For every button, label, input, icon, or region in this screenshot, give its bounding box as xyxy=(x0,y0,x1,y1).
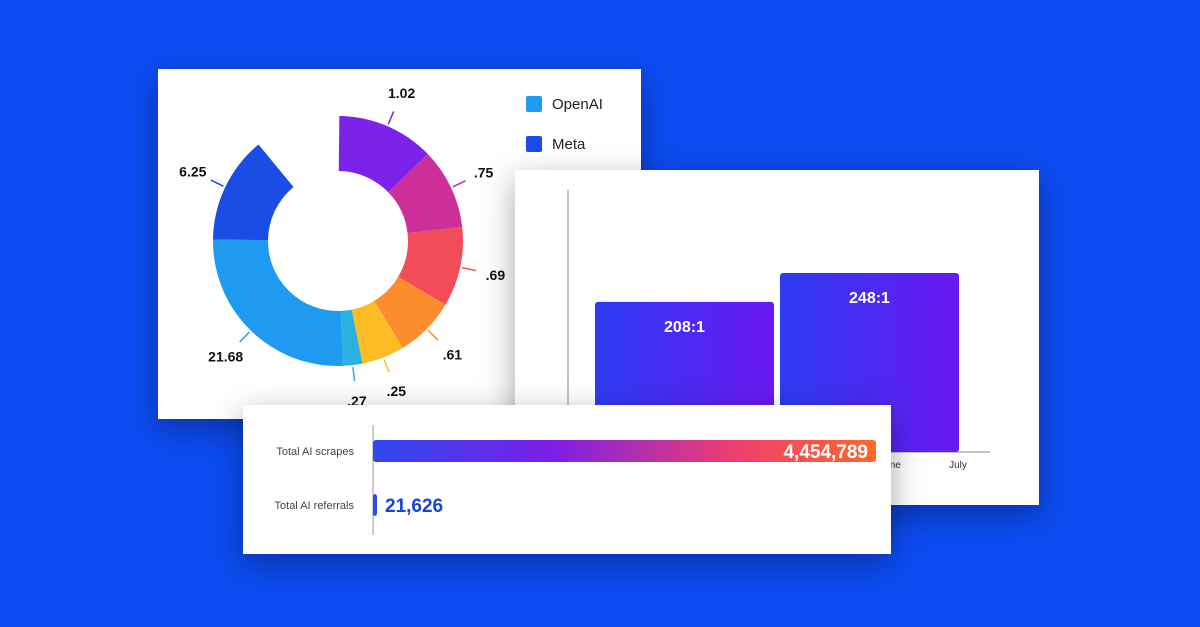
horizontal-bar-chart: Total AI scrapes 4,454,789 Total AI referr… xyxy=(275,425,876,535)
legend-swatch xyxy=(526,136,542,152)
legend-swatch xyxy=(526,96,542,112)
donut-chart: 1.02 .75 .69 .61 .25 .27 21.68 6.25 OpenAI Meta xyxy=(179,85,603,409)
slice-leader-line xyxy=(383,359,390,373)
donut-slice xyxy=(338,116,428,193)
donut-slice xyxy=(351,300,403,364)
donut-slice xyxy=(398,226,464,305)
donut-slice xyxy=(374,276,446,348)
slice-value-label: .75 xyxy=(474,164,494,180)
slice-leader-line xyxy=(239,331,250,343)
row-label: Total AI referrals xyxy=(275,500,355,512)
horizontal-bar xyxy=(373,494,377,516)
x-tick-label: July xyxy=(949,460,967,471)
slice-value-label: .27 xyxy=(347,393,367,409)
slice-leader-line xyxy=(387,111,395,125)
bar-value-label: 248:1 xyxy=(849,290,890,307)
slice-value-label: 1.02 xyxy=(388,85,415,101)
legend-label: Meta xyxy=(552,136,586,153)
legend-label: OpenAI xyxy=(552,96,603,113)
slice-value-label: .25 xyxy=(387,383,407,399)
slice-value-label: .61 xyxy=(443,346,463,362)
slice-value-label: .69 xyxy=(486,267,506,283)
donut-slice xyxy=(213,144,294,241)
slice-value-label: 6.25 xyxy=(179,163,206,179)
slice-leader-line xyxy=(452,180,466,188)
slice-value-label: 21.68 xyxy=(208,348,243,364)
slice-leader-line xyxy=(427,329,439,341)
row-label: Total AI scrapes xyxy=(276,446,354,458)
donut-slice xyxy=(388,154,463,234)
slice-leader-line xyxy=(210,179,224,187)
donut-slice xyxy=(340,309,363,366)
slice-leader-line xyxy=(462,266,477,272)
bar-value-label: 4,454,789 xyxy=(783,442,868,463)
bar-value-label: 208:1 xyxy=(664,319,705,336)
horizontal-bar xyxy=(373,440,876,462)
horizontal-bar-chart-card: Total AI scrapes 4,454,789 Total AI referr… xyxy=(243,405,891,554)
donut-slice xyxy=(213,239,343,366)
slice-leader-line xyxy=(352,367,356,382)
bar-value-label: 21,626 xyxy=(385,496,443,517)
